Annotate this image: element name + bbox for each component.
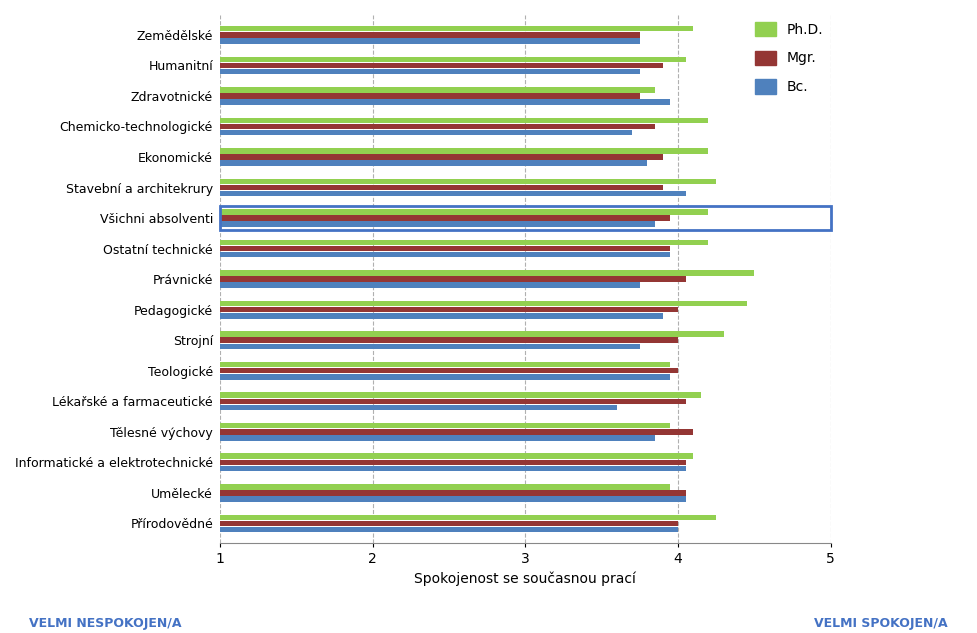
Bar: [220, 490, 686, 496]
Bar: [220, 63, 662, 68]
Bar: [220, 160, 648, 166]
Bar: [220, 154, 662, 160]
Text: VELMI NESPOKOJEN/A: VELMI NESPOKOJEN/A: [29, 617, 182, 630]
Bar: [220, 246, 670, 251]
Bar: [220, 56, 686, 62]
Text: VELMI SPOKOJEN/A: VELMI SPOKOJEN/A: [814, 617, 948, 630]
Bar: [220, 466, 686, 471]
Bar: [220, 191, 686, 196]
Bar: [220, 282, 640, 288]
Bar: [220, 26, 694, 32]
Bar: [220, 210, 708, 215]
Bar: [220, 337, 678, 343]
Bar: [220, 240, 708, 245]
Bar: [220, 368, 678, 373]
Bar: [220, 453, 694, 459]
Bar: [220, 179, 716, 184]
Bar: [220, 515, 716, 520]
Bar: [220, 374, 670, 380]
Bar: [220, 277, 686, 282]
Bar: [220, 99, 670, 105]
Bar: [220, 496, 686, 502]
X-axis label: Spokojenost se současnou prací: Spokojenost se současnou prací: [414, 572, 636, 586]
Bar: [220, 270, 754, 276]
Bar: [220, 215, 670, 221]
Bar: [220, 185, 662, 191]
Bar: [220, 32, 640, 37]
Bar: [220, 252, 670, 258]
Bar: [220, 313, 662, 318]
Bar: [220, 148, 708, 154]
Bar: [220, 130, 632, 135]
Bar: [220, 69, 640, 74]
Bar: [220, 344, 640, 349]
Bar: [220, 307, 678, 313]
Bar: [220, 429, 694, 435]
Bar: [220, 423, 670, 429]
Bar: [220, 404, 616, 410]
Bar: [220, 484, 670, 489]
Bar: [220, 123, 655, 129]
Bar: [220, 331, 724, 337]
Bar: [220, 222, 655, 227]
Bar: [220, 521, 678, 526]
Bar: [220, 460, 686, 465]
Bar: [220, 118, 708, 123]
Bar: [220, 362, 670, 367]
Bar: [220, 392, 701, 398]
Bar: [220, 87, 655, 92]
Legend: Ph.D., Mgr., Bc.: Ph.D., Mgr., Bc.: [755, 22, 824, 94]
Bar: [220, 435, 655, 441]
Bar: [220, 527, 678, 532]
Bar: [220, 38, 640, 44]
Bar: [220, 301, 746, 306]
Bar: [220, 93, 640, 99]
Bar: [220, 399, 686, 404]
